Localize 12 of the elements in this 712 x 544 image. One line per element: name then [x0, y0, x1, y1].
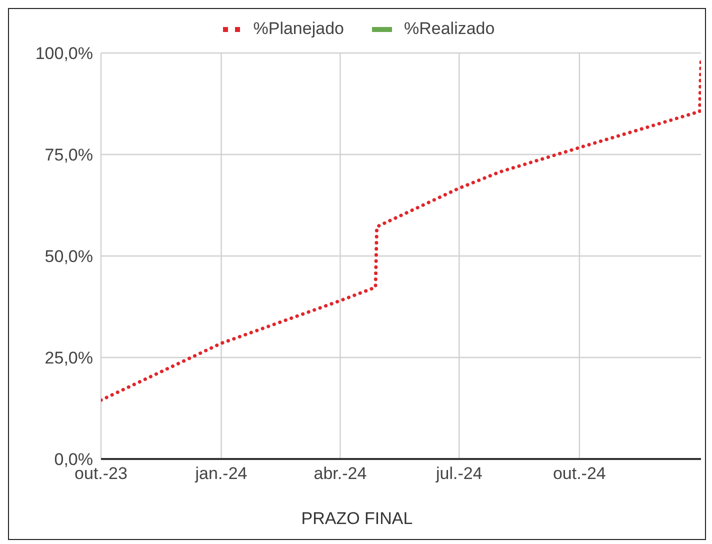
legend-label: %Planejado — [252, 19, 344, 39]
y-tick-label: 75,0% — [44, 146, 93, 165]
line-series — [101, 59, 701, 402]
y-tick-label: 50,0% — [44, 247, 93, 266]
y-tick-label: 25,0% — [44, 348, 93, 368]
x-tick-label: jul.-24 — [435, 464, 482, 484]
x-axis-title: PRAZO FINAL — [300, 509, 414, 529]
x-tick-label: jan.-24 — [194, 464, 248, 484]
y-tick-label: 100,0% — [35, 44, 93, 64]
x-tick-label: out.-24 — [552, 464, 606, 484]
legend-label: %Realizado — [403, 19, 495, 39]
x-tick-label: abr.-24 — [314, 464, 367, 484]
